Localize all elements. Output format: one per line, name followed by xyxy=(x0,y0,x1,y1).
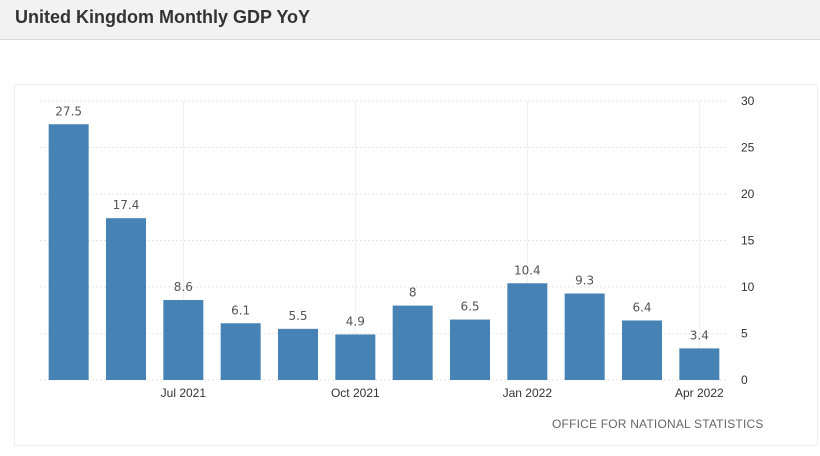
y-tick-label: 25 xyxy=(741,141,755,155)
bar xyxy=(450,319,490,380)
data-label: 8.6 xyxy=(174,280,193,294)
bar xyxy=(163,300,204,380)
data-label: 6.5 xyxy=(460,300,479,314)
header-bar: United Kingdom Monthly GDP YoY xyxy=(0,0,820,40)
data-label: 10.4 xyxy=(514,263,541,277)
data-label: 5.5 xyxy=(288,309,307,323)
bar xyxy=(564,293,605,380)
page-title: United Kingdom Monthly GDP YoY xyxy=(15,7,310,27)
y-tick-label: 30 xyxy=(741,94,755,108)
y-tick-label: 20 xyxy=(741,187,755,201)
bar xyxy=(392,305,433,380)
data-label: 27.5 xyxy=(55,104,82,118)
data-label: 8 xyxy=(409,286,417,300)
y-tick-label: 10 xyxy=(741,280,755,294)
y-tick-label: 0 xyxy=(741,373,748,387)
bar xyxy=(220,323,261,380)
data-label: 9.3 xyxy=(575,274,594,288)
y-tick-label: 5 xyxy=(741,327,748,341)
data-label: 3.4 xyxy=(690,328,709,342)
chart-panel xyxy=(14,84,818,446)
data-label: 6.1 xyxy=(231,303,250,317)
data-label: 17.4 xyxy=(113,198,140,212)
x-tick-label: Apr 2022 xyxy=(675,386,724,400)
source-label: OFFICE FOR NATIONAL STATISTICS xyxy=(552,417,764,431)
bar xyxy=(679,348,720,380)
bar xyxy=(278,328,318,380)
x-tick-label: Jan 2022 xyxy=(503,386,553,400)
data-label: 4.9 xyxy=(346,314,365,328)
x-tick-label: Jul 2021 xyxy=(161,386,207,400)
bar xyxy=(507,283,548,380)
bar xyxy=(622,320,662,380)
bar xyxy=(335,334,376,380)
y-tick-label: 15 xyxy=(741,234,755,248)
x-tick-label: Oct 2021 xyxy=(331,386,380,400)
bar xyxy=(48,124,89,380)
bar xyxy=(106,218,146,380)
data-label: 6.4 xyxy=(632,300,651,314)
